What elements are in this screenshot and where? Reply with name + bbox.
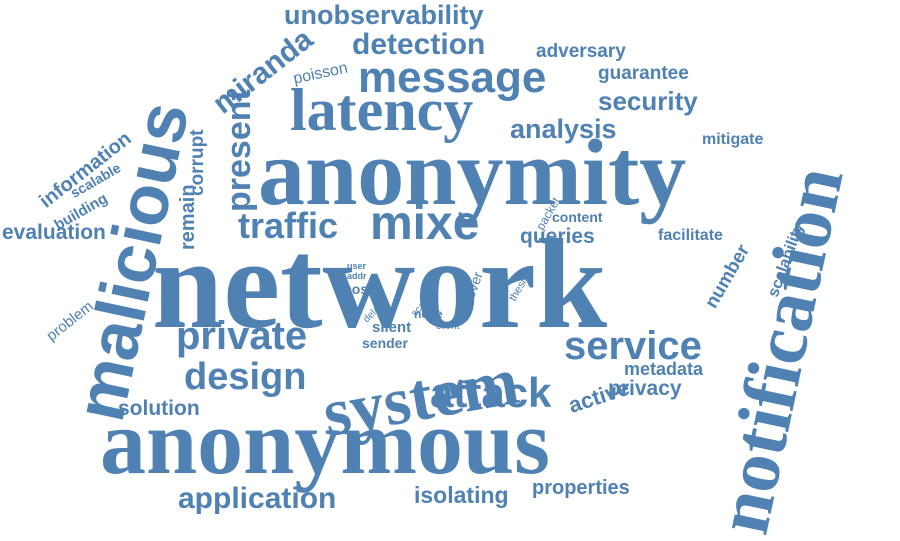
word-guarantee: guarantee: [598, 63, 689, 84]
word-security: security: [598, 86, 698, 116]
word-network: network: [152, 213, 608, 355]
word-service: service: [564, 324, 702, 368]
word-node: node: [414, 307, 443, 321]
word-mitigate: mitigate: [702, 131, 764, 148]
word-addr: addr: [347, 271, 367, 281]
word-design: design: [184, 356, 307, 398]
word-unobservability: unobservability: [284, 0, 484, 30]
word-anonymous: anonymous: [100, 391, 550, 493]
word-queries: queries: [520, 225, 595, 248]
word-adversary: adversary: [536, 41, 626, 62]
word-cost: cost: [344, 281, 373, 297]
word-silent: silent: [372, 319, 412, 336]
word-private: private: [176, 314, 308, 358]
word-latency: latency: [290, 77, 474, 143]
word-facilitate: facilitate: [658, 227, 723, 244]
word-application: application: [178, 482, 337, 515]
word-detection: detection: [352, 28, 486, 61]
word-properties: properties: [532, 477, 630, 499]
word-isolating: isolating: [414, 482, 509, 508]
word-number: number: [701, 241, 755, 312]
word-analysis: analysis: [510, 114, 617, 144]
word-client: client: [436, 321, 460, 332]
word-anonymity: anonymity: [258, 121, 687, 225]
word-solution: solution: [118, 397, 200, 420]
word-evaluation: evaluation: [2, 221, 106, 244]
word-privacy: privacy: [608, 377, 682, 400]
word-mixe: mixe: [370, 197, 480, 250]
word-content: content: [552, 209, 603, 225]
word-notification: notification: [700, 159, 860, 541]
word-message: message: [358, 53, 547, 102]
word-user: user: [347, 261, 367, 271]
word-present: present: [220, 89, 258, 212]
word-attack: attack: [430, 369, 552, 416]
word-metadata: metadata: [624, 359, 704, 379]
word-sender: sender: [362, 335, 408, 351]
word-traffic: traffic: [238, 205, 339, 246]
